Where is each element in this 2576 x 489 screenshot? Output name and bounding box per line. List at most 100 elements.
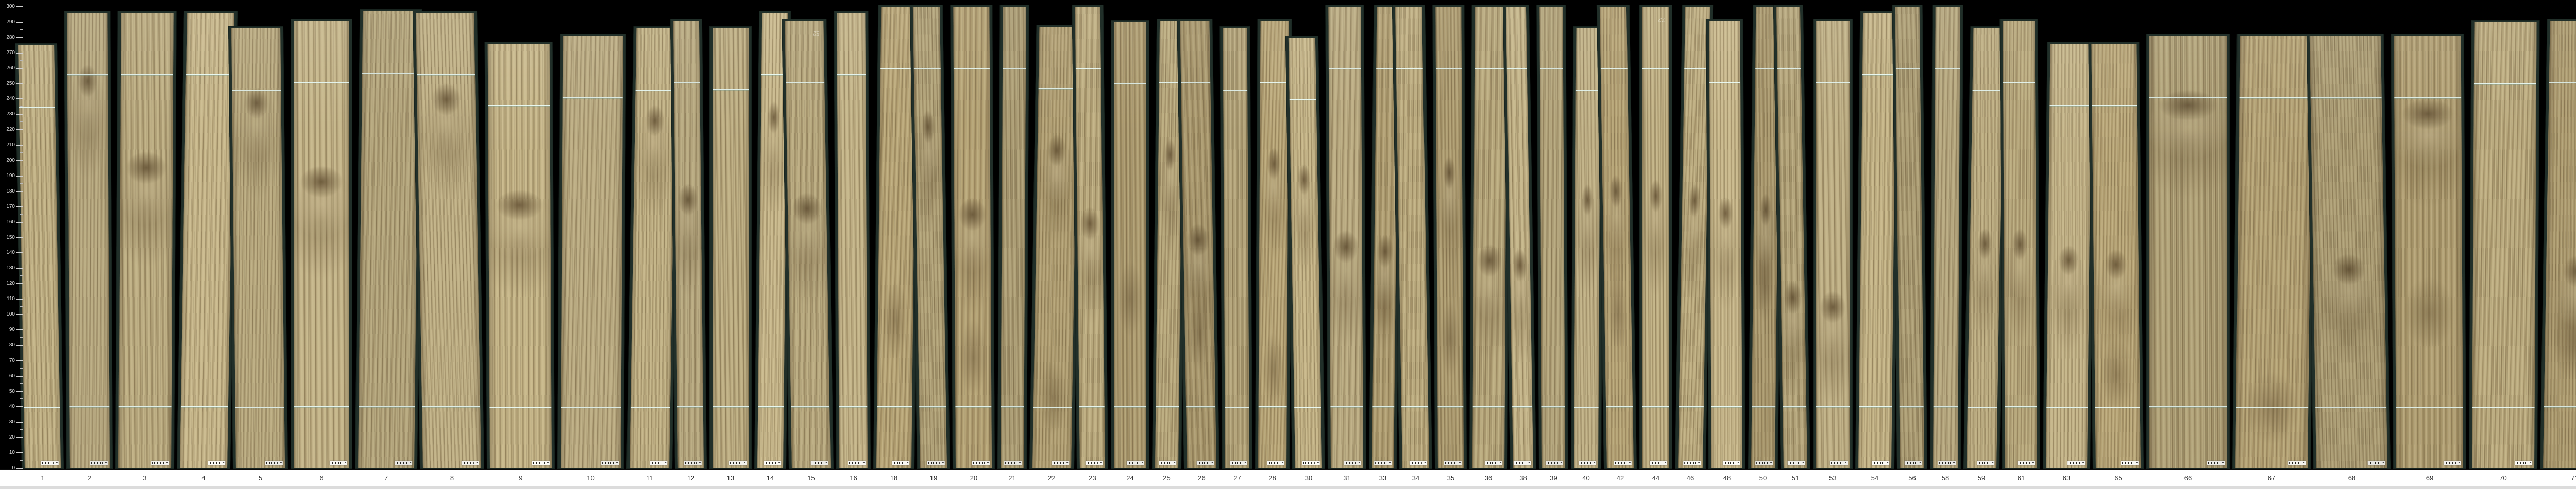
board-photo[interactable] bbox=[231, 28, 285, 468]
barcode-dot bbox=[1953, 462, 1955, 463]
board-photo[interactable] bbox=[1223, 28, 1249, 468]
board-photo[interactable] bbox=[1288, 37, 1322, 468]
board-photo[interactable] bbox=[2235, 36, 2312, 468]
board-photo[interactable] bbox=[1258, 20, 1289, 468]
board-photo[interactable] bbox=[1967, 28, 2004, 468]
board-photo[interactable] bbox=[1895, 7, 1924, 468]
board-photo[interactable] bbox=[1776, 7, 1807, 468]
board-photo[interactable] bbox=[912, 7, 947, 468]
board-number: 1 bbox=[41, 474, 45, 482]
barcode-dot bbox=[942, 462, 944, 463]
cut-mark-line bbox=[2005, 406, 2037, 408]
board-photo[interactable] bbox=[2003, 20, 2037, 468]
board-photo[interactable] bbox=[837, 12, 868, 468]
board-photo[interactable] bbox=[1816, 20, 1850, 468]
scanner-strip bbox=[2540, 18, 2576, 469]
board-number: 54 bbox=[1871, 474, 1879, 482]
barcode-label bbox=[1683, 461, 1701, 465]
board-photo[interactable] bbox=[1032, 26, 1078, 468]
ruler-major-tick bbox=[16, 344, 23, 346]
board-photo[interactable] bbox=[1001, 7, 1026, 468]
board-photo[interactable] bbox=[2149, 36, 2227, 468]
barcode-dot bbox=[1389, 462, 1391, 463]
barcode-stripes bbox=[1160, 461, 1172, 464]
board-photo[interactable] bbox=[876, 7, 917, 468]
scanner-strip bbox=[709, 26, 752, 469]
board-photo[interactable] bbox=[2091, 43, 2141, 468]
scanner-strip bbox=[909, 5, 950, 469]
cut-mark-line bbox=[1600, 67, 1628, 69]
board-photo[interactable] bbox=[1435, 7, 1464, 468]
cut-mark-line bbox=[359, 406, 415, 408]
board-photo[interactable] bbox=[2472, 22, 2537, 468]
board-photo[interactable] bbox=[2046, 43, 2092, 468]
board-photo[interactable] bbox=[1933, 7, 1960, 468]
barcode-label bbox=[41, 461, 59, 465]
board-photo[interactable] bbox=[180, 12, 234, 468]
barcode-stripes bbox=[209, 461, 221, 464]
cut-mark-line bbox=[2095, 406, 2140, 408]
board-photo[interactable] bbox=[294, 20, 349, 468]
cut-mark-line bbox=[1114, 83, 1146, 84]
board-photo[interactable] bbox=[1075, 7, 1105, 468]
board-photo[interactable] bbox=[713, 28, 749, 468]
barcode-label bbox=[1196, 460, 1214, 465]
board-photo[interactable] bbox=[1395, 7, 1429, 468]
board-photo[interactable] bbox=[1858, 12, 1896, 468]
cut-mark-line bbox=[1606, 406, 1633, 408]
board-photo[interactable] bbox=[2543, 20, 2576, 468]
board-photo[interactable] bbox=[1114, 22, 1146, 468]
ruler-minor-tick bbox=[20, 429, 23, 430]
board-photo[interactable] bbox=[1472, 7, 1507, 468]
board-photo[interactable]: 72 bbox=[1642, 7, 1669, 468]
barcode-label bbox=[1545, 461, 1563, 465]
cut-mark-line bbox=[1895, 67, 1920, 69]
board-photo[interactable] bbox=[630, 28, 676, 468]
barcode-label bbox=[764, 460, 782, 465]
board-photo[interactable] bbox=[561, 36, 623, 468]
board-photo[interactable] bbox=[1678, 7, 1710, 468]
ruler-minor-tick bbox=[20, 275, 23, 276]
barcode-stripes bbox=[765, 461, 776, 464]
barcode-label bbox=[1444, 461, 1462, 465]
barcode-label bbox=[684, 460, 702, 465]
barcode-stripes bbox=[1053, 461, 1064, 464]
ruler-tick-label: 50 bbox=[9, 388, 15, 394]
board-photo[interactable] bbox=[2394, 36, 2463, 468]
board-photo[interactable] bbox=[953, 7, 992, 468]
barcode-label bbox=[1004, 461, 1022, 465]
board-photo[interactable] bbox=[1505, 7, 1533, 468]
board-photo[interactable] bbox=[487, 43, 552, 468]
ruler-major-tick bbox=[16, 252, 23, 254]
board-photo[interactable] bbox=[1328, 7, 1363, 468]
board-photo[interactable]: 52 bbox=[785, 20, 831, 468]
board-photo[interactable] bbox=[1539, 7, 1565, 468]
barcode-stripes bbox=[602, 461, 614, 464]
board-photo[interactable] bbox=[1599, 7, 1634, 468]
board-number: 36 bbox=[1484, 474, 1493, 482]
ruler-major-tick bbox=[16, 437, 23, 439]
board-photo[interactable] bbox=[1709, 20, 1742, 468]
board-photo[interactable] bbox=[1574, 28, 1601, 468]
barcode-stripes bbox=[1005, 462, 1017, 464]
cut-mark-line bbox=[2149, 97, 2227, 98]
barcode-dot bbox=[1992, 461, 1994, 463]
board-number: 65 bbox=[2114, 474, 2122, 482]
cut-mark-line bbox=[1114, 406, 1146, 408]
board-photo[interactable] bbox=[673, 20, 704, 468]
cut-mark-line bbox=[1541, 406, 1565, 408]
board-number-footer: 1 2 3 4 5 6 7 8 9 10 11 12 13 14 15 16 18 19 20 21 22 23 24 25 2… bbox=[0, 469, 2576, 489]
barcode-dot bbox=[1594, 461, 1596, 463]
barcode-stripes bbox=[849, 461, 860, 464]
board-photo[interactable] bbox=[118, 12, 174, 468]
board-photo[interactable] bbox=[67, 12, 110, 468]
board-photo[interactable] bbox=[1180, 20, 1216, 468]
board-photo[interactable] bbox=[358, 11, 419, 468]
board-photo[interactable] bbox=[2309, 36, 2387, 468]
board-photo[interactable] bbox=[416, 12, 481, 468]
barcode-dot bbox=[1560, 462, 1562, 463]
ruler-minor-tick bbox=[20, 121, 23, 123]
board-number: 22 bbox=[1048, 474, 1056, 482]
ruler-major-tick bbox=[16, 314, 23, 315]
ruler-minor-tick bbox=[20, 398, 23, 399]
